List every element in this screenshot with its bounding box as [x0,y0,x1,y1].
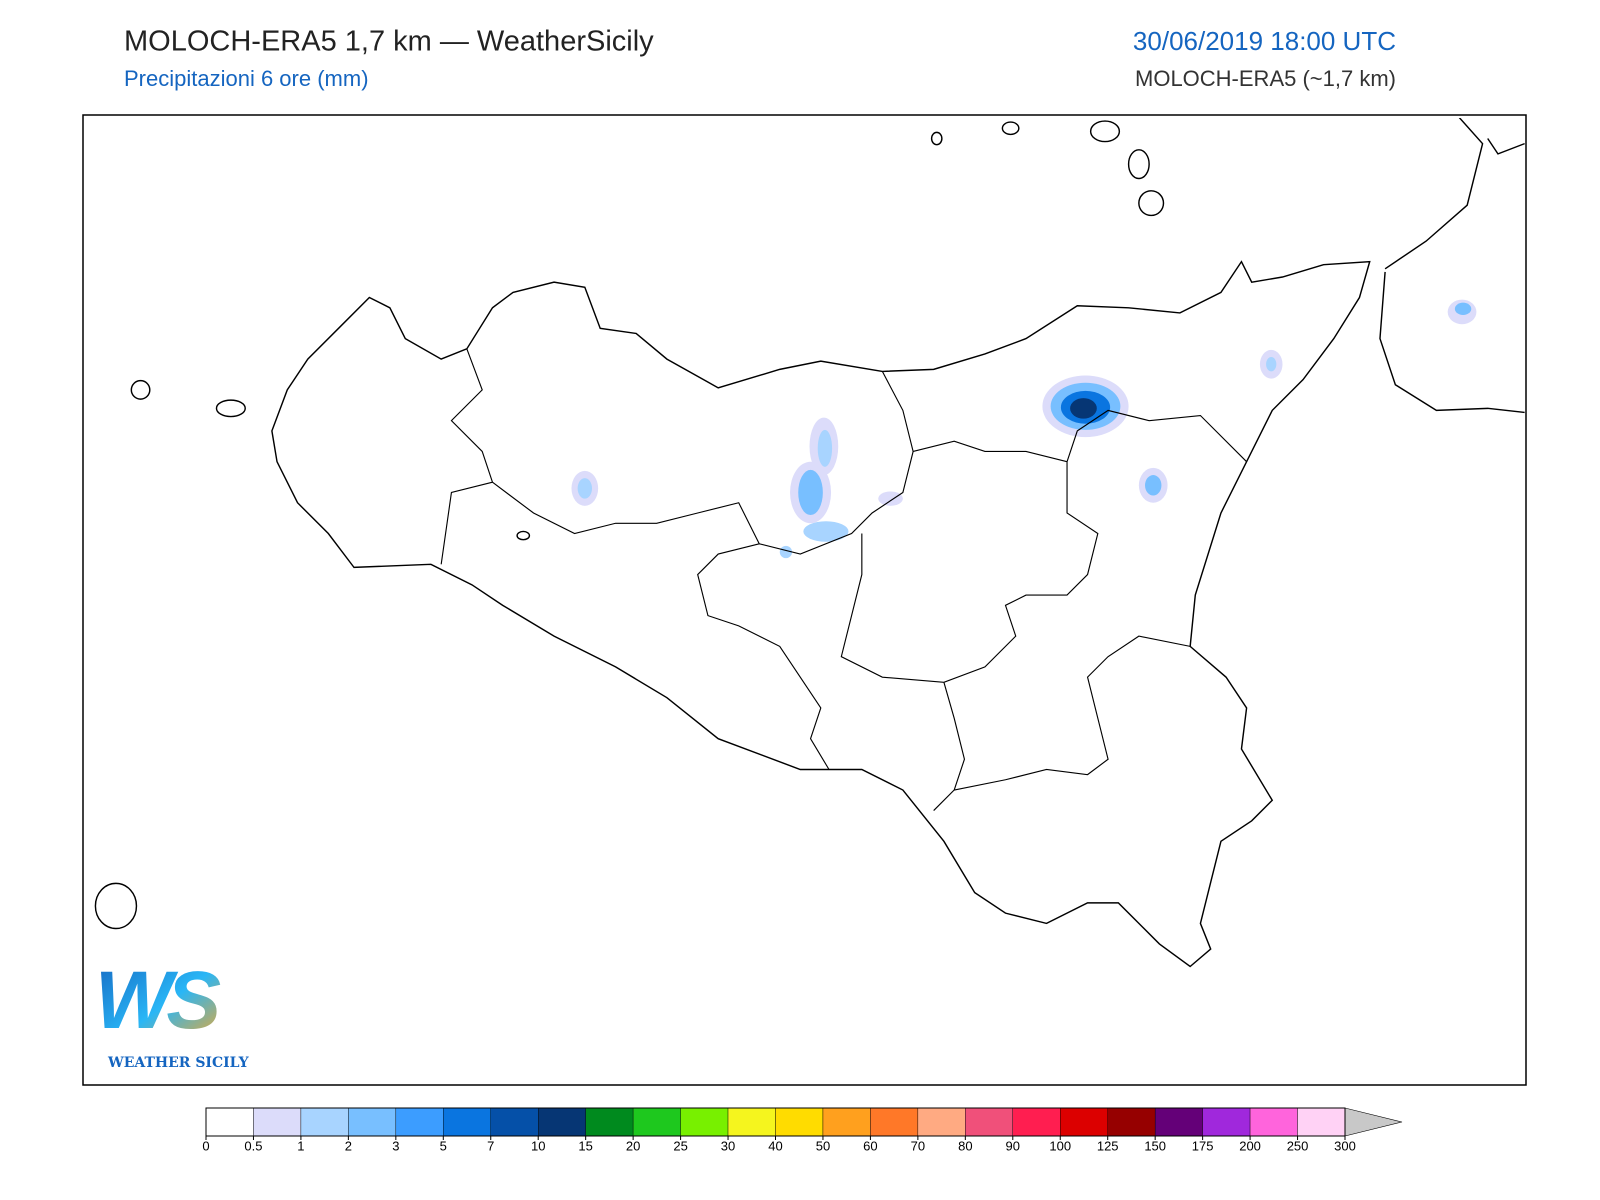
colorbar-tick-label: 0 [202,1138,209,1153]
colorbar-tick-label: 1 [297,1138,304,1153]
sicily-coast [271,260,1371,968]
colorbar-tick-label: 80 [958,1138,972,1153]
colorbar-bin [870,1107,919,1137]
colorbar-bin [1202,1107,1251,1137]
colorbar-tick-label: 3 [392,1138,399,1153]
logo: WS WEATHER SICILY [95,955,250,1071]
colorbar: 0 0.5 1 2 3 5 7 10 15 20 25 30 40 50 60 70 80 90 100 125 150… [202,1107,1403,1153]
colorbar-bin [300,1107,349,1137]
province-borders [440,348,1247,811]
colorbar-bin [205,1107,254,1137]
colorbar-bin [585,1107,634,1137]
colorbar-bin [538,1107,586,1137]
colorbar-bin [1249,1107,1298,1137]
colorbar-bin [490,1107,539,1137]
colorbar-bin [1297,1107,1346,1137]
logo-name: WEATHER SICILY [107,1055,250,1071]
colorbar-tick-label: 125 [1097,1138,1119,1153]
colorbar-tick-label: 40 [768,1138,782,1153]
colorbar-tick-label: 250 [1287,1138,1309,1153]
colorbar-tick-label: 0.5 [244,1138,262,1153]
islands [94,120,1165,930]
colorbar-bin [822,1107,871,1137]
colorbar-bin [395,1107,444,1137]
colorbar-extend [1344,1107,1403,1137]
colorbar-tick-label: 7 [487,1138,494,1153]
colorbar-tick-label: 200 [1239,1138,1261,1153]
colorbar-bin [775,1107,824,1137]
colorbar-tick-label: 5 [440,1138,447,1153]
colorbar-bin [917,1107,966,1137]
colorbar-bin [1060,1107,1108,1137]
colorbar-bin [680,1107,729,1137]
date: 30/06/2019 18:00 UTC [1133,26,1396,56]
colorbar-tick-label: 50 [816,1138,830,1153]
colorbar-bin [253,1107,302,1137]
model-label: MOLOCH-ERA5 (~1,7 km) [1135,66,1396,91]
map-frame [82,114,1527,1086]
colorbar-bin [1154,1107,1203,1137]
colorbar-tick-label: 25 [673,1138,687,1153]
logo-initials: WS [95,955,220,1046]
colorbar-tick-label: 300 [1334,1138,1356,1153]
colorbar-tick-label: 30 [721,1138,735,1153]
colorbar-tick-label: 150 [1144,1138,1166,1153]
colorbar-tick-label: 100 [1049,1138,1071,1153]
colorbar-tick-label: 20 [626,1138,640,1153]
colorbar-bin [1012,1107,1061,1137]
subtitle: Precipitazioni 6 ore (mm) [124,66,369,91]
colorbar-tick-label: 2 [345,1138,352,1153]
colorbar-tick-label: 70 [911,1138,925,1153]
colorbar-bin [965,1107,1013,1137]
colorbar-bin [443,1107,491,1137]
colorbar-bin [1107,1107,1156,1137]
colorbar-tick-label: 175 [1192,1138,1214,1153]
colorbar-bin [348,1107,397,1137]
colorbar-tick-label: 10 [531,1138,545,1153]
precipitation [571,299,1477,559]
map-layer [94,117,1525,968]
colorbar-bin [632,1107,681,1137]
colorbar-tick-label: 15 [578,1138,592,1153]
colorbar-tick-label: 90 [1006,1138,1020,1153]
colorbar-tick-label: 60 [863,1138,877,1153]
title: MOLOCH-ERA5 1,7 km — WeatherSicily [124,26,654,58]
colorbar-bin [727,1107,776,1137]
calabria-coast [1379,117,1525,414]
